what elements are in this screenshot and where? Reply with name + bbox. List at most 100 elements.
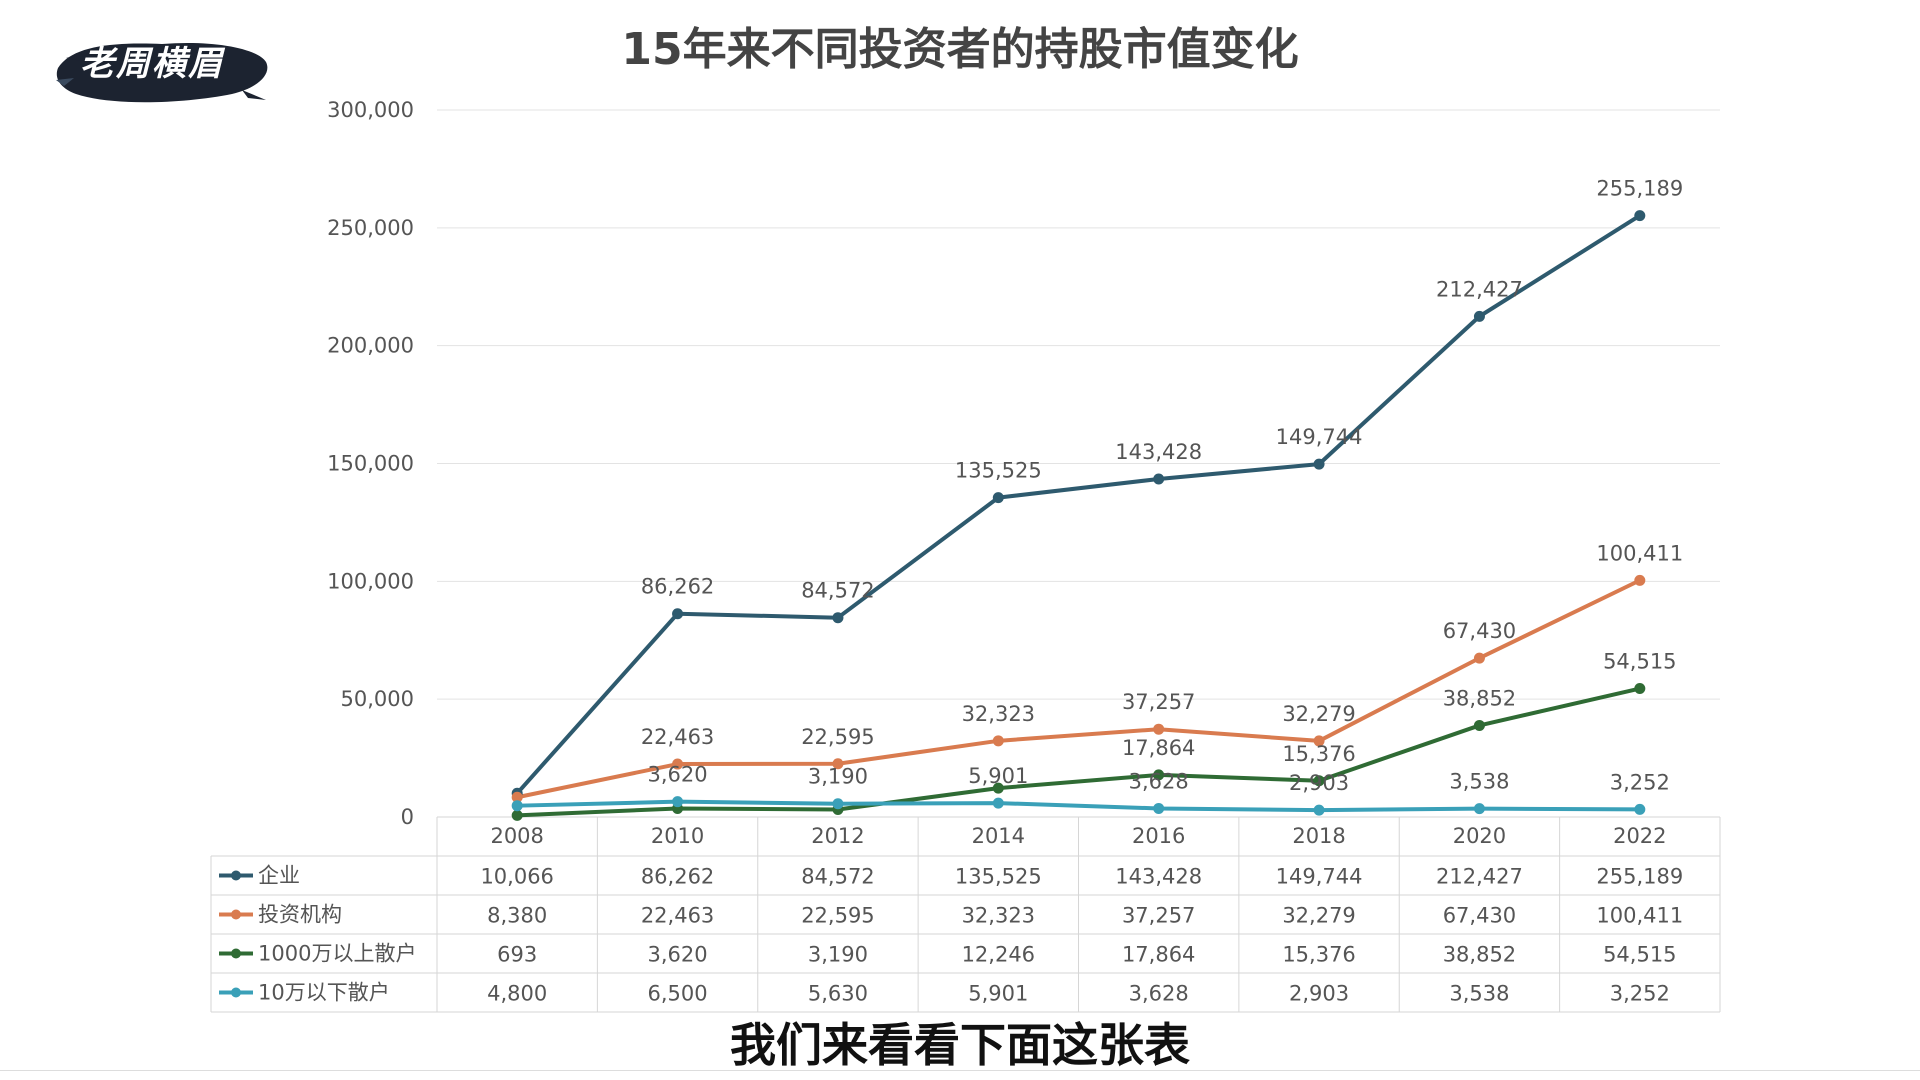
table-cell-value: 5,901: [968, 982, 1028, 1006]
table-cell-value: 86,262: [641, 865, 714, 889]
data-point: [1634, 574, 1646, 586]
data-point: [1153, 802, 1165, 814]
data-point: [1473, 803, 1485, 815]
data-label: 17,864: [1122, 736, 1195, 760]
data-point: [832, 798, 844, 810]
data-point: [832, 758, 844, 770]
table-cell-value: 6,500: [648, 982, 708, 1006]
table-cell-value: 3,620: [648, 943, 708, 967]
data-point: [1153, 769, 1165, 781]
data-point: [1313, 735, 1325, 747]
table-cell-value: 22,463: [641, 904, 714, 928]
table-cell-value: 4,800: [487, 982, 547, 1006]
data-point: [1153, 723, 1165, 735]
table-cell-value: 135,525: [955, 865, 1042, 889]
data-label: 32,323: [962, 702, 1035, 726]
x-tick-label: 2010: [651, 824, 704, 848]
legend-series-name: 投资机构: [258, 903, 342, 927]
table-cell-value: 54,515: [1603, 943, 1676, 967]
table-cell-value: 12,246: [962, 943, 1035, 967]
table-cell-value: 84,572: [801, 865, 874, 889]
table-cell-value: 8,380: [487, 904, 547, 928]
data-point: [511, 791, 523, 803]
table-cell-value: 32,279: [1282, 904, 1355, 928]
data-label: 22,595: [801, 725, 874, 749]
data-label: 3,190: [808, 765, 868, 789]
data-label: 3,252: [1610, 770, 1670, 794]
data-label: 5,901: [968, 764, 1028, 788]
line-chart: 0 50,000 100,000 150,000 200,000 250,000 300,0…: [210, 98, 1721, 1013]
table-cell-value: 15,376: [1282, 943, 1355, 967]
data-point: [1153, 473, 1165, 485]
data-point: [511, 809, 523, 821]
series-line: [515, 213, 1641, 795]
legend-series-name: 企业: [258, 864, 300, 888]
x-tick-label: 2018: [1292, 824, 1345, 848]
series-line: [517, 799, 1640, 813]
data-label: 3,538: [1449, 770, 1509, 794]
table-cell-value: 38,852: [1443, 943, 1516, 967]
data-label: 54,515: [1603, 650, 1676, 674]
legend-series-name: 10万以下散户: [258, 981, 390, 1005]
y-tick-label: 50,000: [341, 687, 414, 711]
data-label: 38,852: [1443, 686, 1516, 710]
data-point: [672, 796, 684, 808]
table-cell-value: 3,252: [1610, 982, 1670, 1006]
table-cell-value: 100,411: [1596, 904, 1683, 928]
data-label: 37,257: [1122, 690, 1195, 714]
data-point: [1313, 458, 1325, 470]
data-point: [992, 797, 1004, 809]
data-label: 15,376: [1282, 742, 1355, 766]
data-point: [1473, 719, 1485, 731]
x-tick-label: 2016: [1132, 824, 1185, 848]
data-label: 67,430: [1443, 619, 1516, 643]
table-cell-value: 693: [497, 943, 537, 967]
data-label: 212,427: [1436, 277, 1523, 301]
y-tick-label: 300,000: [327, 98, 414, 122]
data-point: [992, 735, 1004, 747]
table-cell-value: 143,428: [1115, 865, 1202, 889]
data-label: 3,628: [1129, 769, 1189, 793]
data-label: 2,903: [1289, 771, 1349, 795]
bottom-divider: [0, 1070, 1920, 1071]
table-cell-value: 37,257: [1122, 904, 1195, 928]
data-point: [1634, 803, 1646, 815]
data-point: [992, 782, 1004, 794]
table-cell-value: 3,538: [1449, 982, 1509, 1006]
table-cell-value: 67,430: [1443, 904, 1516, 928]
x-tick-label: 2008: [490, 824, 543, 848]
table-cell-value: 212,427: [1436, 865, 1523, 889]
data-point: [1313, 775, 1325, 787]
data-point: [672, 758, 684, 770]
table-cell-value: 22,595: [801, 904, 874, 928]
data-point: [992, 492, 1004, 504]
table-cell-value: 3,628: [1129, 982, 1189, 1006]
y-tick-label: 0: [401, 805, 414, 829]
series-line: [517, 686, 1641, 818]
data-point: [672, 608, 684, 620]
table-cell-value: 2,903: [1289, 982, 1349, 1006]
data-label: 3,620: [648, 763, 708, 787]
video-subtitle: 我们来看看下面这张表: [730, 1018, 1190, 1072]
data-label: 22,463: [641, 725, 714, 749]
table-cell-value: 32,323: [962, 904, 1035, 928]
table-cell-value: 10,066: [480, 865, 553, 889]
data-label: 84,572: [801, 579, 874, 603]
data-point: [511, 800, 523, 812]
legend-point-marker: [231, 870, 241, 881]
legend-point-marker: [231, 948, 241, 959]
legend-series-name: 1000万以上散户: [258, 942, 416, 966]
data-label: 149,744: [1276, 425, 1363, 449]
y-tick-label: 250,000: [327, 216, 414, 240]
table-cell-value: 3,190: [808, 943, 868, 967]
data-point: [832, 612, 844, 624]
table-cell-value: 5,630: [808, 982, 868, 1006]
logo-text: 老周横眉: [80, 44, 224, 84]
chart-title: 15年来不同投资者的持股市值变化: [621, 24, 1299, 75]
logo-brush-icon: [56, 42, 268, 103]
y-tick-label: 200,000: [327, 334, 414, 358]
data-label: 100,411: [1596, 541, 1683, 565]
data-label: 255,189: [1596, 177, 1683, 201]
x-tick-label: 2022: [1613, 824, 1666, 848]
data-label: 86,262: [641, 575, 714, 599]
